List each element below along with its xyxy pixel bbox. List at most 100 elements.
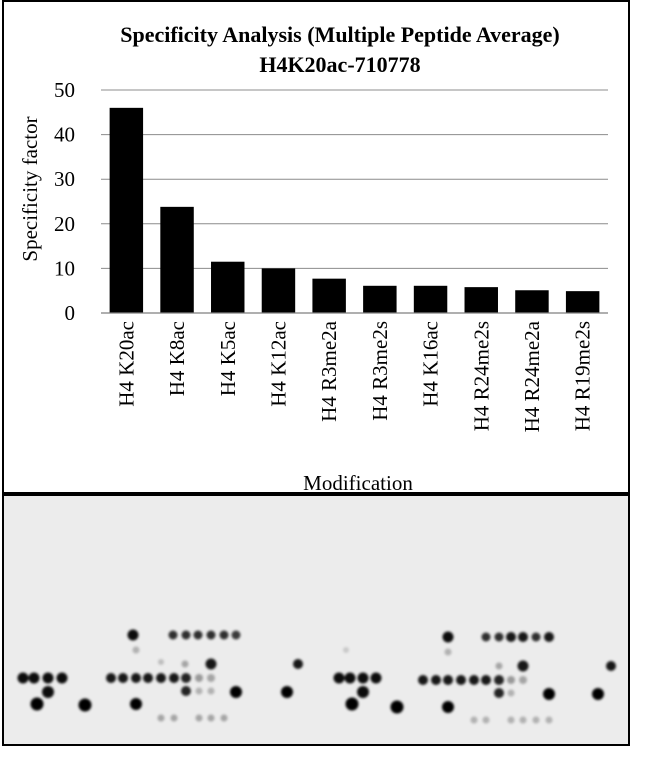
bar-h4-r24me2s bbox=[464, 287, 498, 313]
bar-h4-k16ac bbox=[413, 285, 448, 313]
x-tick-label: H4 R24me2s bbox=[469, 321, 493, 431]
array-spot bbox=[345, 697, 359, 711]
array-spot bbox=[158, 659, 164, 665]
x-tick-label: H4 R24me2a bbox=[520, 320, 544, 432]
x-tick-label: H4 R3me2s bbox=[368, 321, 392, 421]
array-spot bbox=[293, 659, 303, 669]
array-spot bbox=[494, 632, 504, 642]
array-spot bbox=[495, 662, 503, 670]
bar-h4-r24me2a bbox=[515, 290, 549, 313]
array-spot bbox=[518, 632, 528, 642]
x-tick-label: H4 K16ac bbox=[419, 321, 443, 407]
array-spot bbox=[281, 686, 293, 698]
array-spot bbox=[506, 632, 516, 642]
array-spot bbox=[481, 632, 491, 642]
array-spot bbox=[517, 660, 529, 672]
y-tick-label: 30 bbox=[54, 167, 75, 191]
bar-h4-k20ac bbox=[109, 107, 144, 313]
array-spot bbox=[30, 697, 44, 711]
array-spot bbox=[481, 675, 491, 685]
array-spot bbox=[442, 631, 454, 643]
array-spot bbox=[206, 630, 216, 640]
y-axis-ticks: 0 10 20 30 40 50 bbox=[54, 78, 75, 325]
array-spot bbox=[220, 714, 228, 722]
array-spot bbox=[42, 672, 54, 684]
bars bbox=[109, 107, 600, 313]
array-spot bbox=[207, 714, 215, 722]
array-spot bbox=[143, 673, 153, 683]
array-spot bbox=[431, 675, 441, 685]
array-spot bbox=[519, 676, 527, 684]
array-spot bbox=[127, 629, 139, 641]
array-spot bbox=[195, 687, 203, 695]
array-spot bbox=[507, 676, 515, 684]
x-axis-ticks: H4 K20ac H4 K8ac H4 K5ac H4 K12ac H4 R3me2a H… bbox=[114, 320, 594, 432]
array-spot bbox=[370, 672, 382, 684]
array-spot bbox=[543, 688, 555, 700]
array-spot bbox=[507, 689, 515, 697]
y-tick-label: 0 bbox=[65, 301, 76, 325]
y-tick-label: 40 bbox=[54, 123, 75, 147]
array-spot bbox=[157, 714, 165, 722]
array-spot bbox=[156, 673, 166, 683]
bar-h4-r3me2a bbox=[312, 278, 346, 313]
array-spot bbox=[357, 686, 369, 698]
array-spot bbox=[193, 630, 203, 640]
array-spot bbox=[592, 688, 604, 700]
array-spot bbox=[118, 673, 128, 683]
bar-h4-k12ac bbox=[261, 268, 296, 313]
array-spot bbox=[418, 675, 428, 685]
array-spot bbox=[519, 716, 527, 724]
array-spot bbox=[207, 687, 215, 695]
array-spot bbox=[195, 674, 203, 682]
array-spot bbox=[132, 646, 140, 654]
x-tick-label: H4 K5ac bbox=[216, 321, 240, 396]
bar-h4-r19me2s bbox=[565, 291, 600, 313]
array-spot bbox=[494, 675, 504, 685]
x-tick-label: H4 K8ac bbox=[165, 321, 189, 396]
array-spot bbox=[344, 672, 356, 684]
bar-chart: Specificity Analysis (Multiple Peptide A… bbox=[18, 22, 608, 495]
array-spot bbox=[170, 714, 178, 722]
array-spot bbox=[507, 716, 515, 724]
array-spot bbox=[544, 632, 554, 642]
x-tick-label: H4 K20ac bbox=[114, 321, 138, 407]
array-spot bbox=[456, 675, 466, 685]
peptide-array-image bbox=[2, 494, 630, 746]
x-tick-label: H4 K12ac bbox=[266, 321, 290, 407]
x-axis-label: Modification bbox=[303, 471, 413, 492]
array-spot bbox=[482, 716, 490, 724]
array-spot bbox=[78, 698, 92, 712]
array-spot bbox=[532, 716, 540, 724]
array-spot bbox=[181, 673, 191, 683]
bar-h4-k5ac bbox=[211, 261, 245, 313]
array-spot bbox=[231, 630, 241, 640]
array-spot bbox=[181, 630, 191, 640]
array-spot bbox=[181, 660, 189, 668]
array-spot bbox=[442, 701, 454, 713]
array-spot bbox=[56, 672, 68, 684]
array-spot bbox=[469, 675, 479, 685]
array-spot bbox=[443, 675, 453, 685]
y-axis-label: Specificity factor bbox=[18, 116, 42, 261]
array-spot bbox=[169, 673, 179, 683]
array-spot bbox=[28, 672, 40, 684]
array-spots bbox=[17, 629, 616, 724]
array-spot bbox=[219, 630, 229, 640]
array-spot bbox=[470, 716, 478, 724]
x-tick-label: H4 R3me2a bbox=[317, 320, 341, 422]
array-spot bbox=[230, 686, 242, 698]
y-tick-label: 10 bbox=[54, 256, 75, 280]
chart-subtitle: H4K20ac-710778 bbox=[259, 52, 420, 77]
array-spot bbox=[333, 672, 345, 684]
array-spot bbox=[181, 686, 191, 696]
x-tick-label: H4 R19me2s bbox=[571, 321, 595, 431]
array-spot bbox=[343, 647, 349, 653]
array-spot bbox=[168, 630, 178, 640]
array-spot bbox=[494, 688, 504, 698]
array-spot bbox=[131, 673, 141, 683]
bar-h4-k8ac bbox=[160, 206, 194, 313]
array-spot bbox=[444, 648, 452, 656]
array-spot bbox=[205, 658, 217, 670]
array-spot bbox=[606, 661, 616, 671]
